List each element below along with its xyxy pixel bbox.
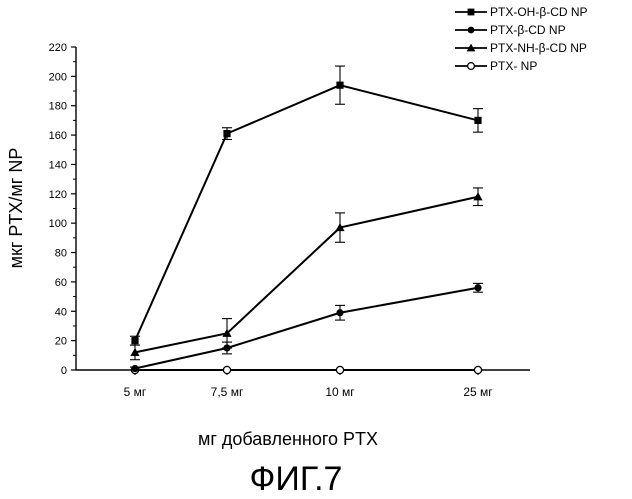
x-tick-label: 10 мг: [325, 385, 355, 399]
y-tick-label: 140: [49, 159, 67, 171]
legend-label: PTX-β-CD NP: [490, 23, 566, 37]
y-tick-label: 40: [55, 306, 67, 318]
y-tick-label: 200: [49, 71, 67, 83]
y-tick-label: 80: [55, 248, 67, 260]
series-layer: [130, 66, 483, 374]
legend-marker: [468, 63, 475, 70]
data-point: [474, 117, 481, 124]
x-tick-label: 7,5 мг: [211, 385, 244, 399]
data-point: [474, 366, 481, 373]
y-tick-label: 180: [49, 101, 67, 113]
data-point: [131, 365, 138, 372]
legend-marker: [468, 27, 475, 34]
y-axis-title: мкг PTX/мг NP: [6, 148, 26, 269]
series-line: [135, 197, 478, 353]
y-tick-label: 60: [55, 277, 67, 289]
data-point: [336, 82, 343, 89]
series-line: [135, 85, 478, 340]
series-line: [135, 288, 478, 369]
data-point: [473, 192, 482, 200]
data-point: [131, 337, 138, 344]
figure-caption: ФИГ.7: [250, 460, 343, 498]
legend-label: PTX-NH-β-CD NP: [490, 41, 587, 55]
series-group: [130, 66, 483, 345]
series-group: [131, 366, 481, 373]
axes: 0 20 40 60 80 100 120 140 160 180 200 220 5 мг 7,5 мг…: [49, 42, 530, 399]
data-point: [336, 366, 343, 373]
data-point: [223, 130, 230, 137]
legend-label: PTX- NP: [490, 59, 537, 73]
y-tick-label: 100: [49, 218, 67, 230]
x-axis-title: мг добавленного PTX: [198, 429, 378, 449]
y-tick-label: 120: [49, 189, 67, 201]
data-point: [474, 284, 481, 291]
y-tick-label: 0: [61, 365, 67, 377]
legend: PTX-OH-β-CD NP PTX-β-CD NP PTX-NH-β-CD NP P…: [455, 5, 588, 73]
x-tick-label: 5 мг: [124, 385, 147, 399]
legend-label: PTX-OH-β-CD NP: [490, 5, 588, 19]
y-tick-label: 20: [55, 336, 67, 348]
x-tick-label: 25 мг: [463, 385, 493, 399]
series-group: [130, 188, 483, 360]
y-tick-label: 160: [49, 130, 67, 142]
data-point: [336, 309, 343, 316]
legend-marker: [468, 9, 475, 16]
y-tick-label: 220: [49, 42, 67, 54]
data-point: [223, 366, 230, 373]
series-group: [130, 283, 483, 372]
